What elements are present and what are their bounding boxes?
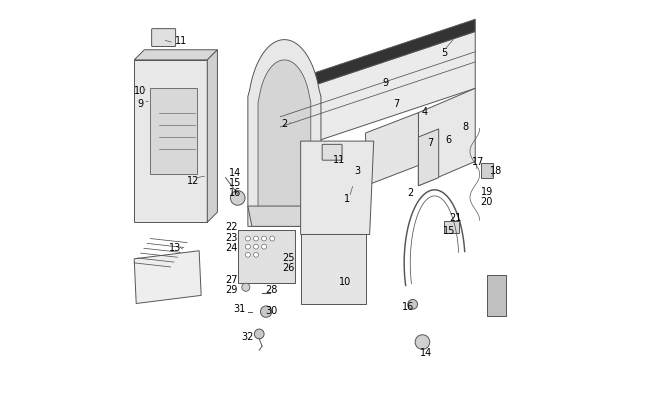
Text: 27: 27 [226, 275, 238, 284]
Polygon shape [280, 20, 475, 97]
Text: 22: 22 [226, 222, 238, 232]
Text: 14: 14 [421, 347, 433, 357]
Text: 18: 18 [490, 166, 502, 176]
Polygon shape [301, 142, 374, 235]
Text: 8: 8 [462, 122, 468, 131]
Text: 4: 4 [421, 107, 428, 116]
Circle shape [270, 237, 275, 241]
Circle shape [254, 245, 259, 249]
Polygon shape [301, 235, 365, 304]
Text: 5: 5 [441, 48, 448, 58]
Text: 15: 15 [229, 177, 241, 187]
Circle shape [408, 300, 417, 309]
Circle shape [240, 242, 247, 248]
Circle shape [262, 237, 266, 241]
Circle shape [254, 329, 264, 339]
Polygon shape [238, 231, 294, 284]
Text: 7: 7 [393, 98, 399, 108]
Circle shape [239, 276, 245, 283]
Text: 2: 2 [407, 188, 413, 197]
Text: 11: 11 [175, 36, 187, 45]
Text: 26: 26 [282, 262, 294, 272]
Text: 32: 32 [242, 331, 254, 341]
Polygon shape [419, 89, 475, 186]
Text: 29: 29 [226, 285, 238, 294]
Polygon shape [365, 113, 419, 186]
Text: 17: 17 [473, 157, 485, 167]
Text: 21: 21 [450, 213, 462, 223]
Circle shape [254, 253, 259, 258]
FancyBboxPatch shape [322, 145, 342, 161]
Circle shape [246, 245, 250, 249]
Text: 10: 10 [339, 277, 352, 286]
Circle shape [230, 191, 245, 206]
Text: 6: 6 [446, 135, 452, 145]
Polygon shape [258, 61, 311, 215]
FancyBboxPatch shape [444, 222, 458, 234]
Text: 12: 12 [187, 175, 200, 185]
Text: 24: 24 [226, 242, 238, 252]
Polygon shape [150, 89, 197, 174]
Polygon shape [134, 251, 201, 304]
Polygon shape [134, 61, 207, 223]
Circle shape [261, 306, 272, 318]
Text: 28: 28 [265, 285, 278, 294]
Polygon shape [481, 164, 493, 178]
Circle shape [246, 237, 250, 241]
Text: 1: 1 [344, 194, 350, 203]
Text: 30: 30 [265, 305, 278, 315]
Circle shape [242, 284, 250, 292]
Text: 10: 10 [134, 86, 146, 96]
Polygon shape [419, 130, 439, 186]
Text: 14: 14 [229, 167, 241, 177]
Text: 20: 20 [480, 197, 493, 207]
Text: 19: 19 [480, 186, 493, 196]
Text: 9: 9 [137, 98, 144, 108]
Text: 7: 7 [428, 138, 434, 147]
Text: 25: 25 [282, 252, 294, 262]
Circle shape [249, 260, 255, 266]
Circle shape [242, 252, 249, 258]
Text: 16: 16 [402, 301, 414, 311]
Circle shape [415, 335, 430, 350]
Text: 9: 9 [383, 78, 389, 88]
Text: 16: 16 [229, 188, 241, 197]
Text: 23: 23 [226, 232, 238, 242]
Polygon shape [488, 275, 506, 316]
Text: 15: 15 [443, 226, 455, 236]
FancyBboxPatch shape [151, 30, 176, 47]
Text: 13: 13 [168, 242, 181, 252]
Text: 2: 2 [281, 119, 287, 128]
Polygon shape [248, 40, 321, 227]
Polygon shape [207, 51, 217, 223]
Text: 3: 3 [354, 165, 361, 175]
Polygon shape [248, 207, 325, 227]
Polygon shape [134, 51, 217, 61]
Text: 31: 31 [233, 303, 246, 313]
Circle shape [262, 245, 266, 249]
Circle shape [246, 253, 250, 258]
Circle shape [254, 237, 259, 241]
Polygon shape [252, 113, 317, 223]
Polygon shape [280, 32, 475, 154]
Circle shape [244, 268, 251, 275]
Text: 11: 11 [333, 155, 345, 165]
